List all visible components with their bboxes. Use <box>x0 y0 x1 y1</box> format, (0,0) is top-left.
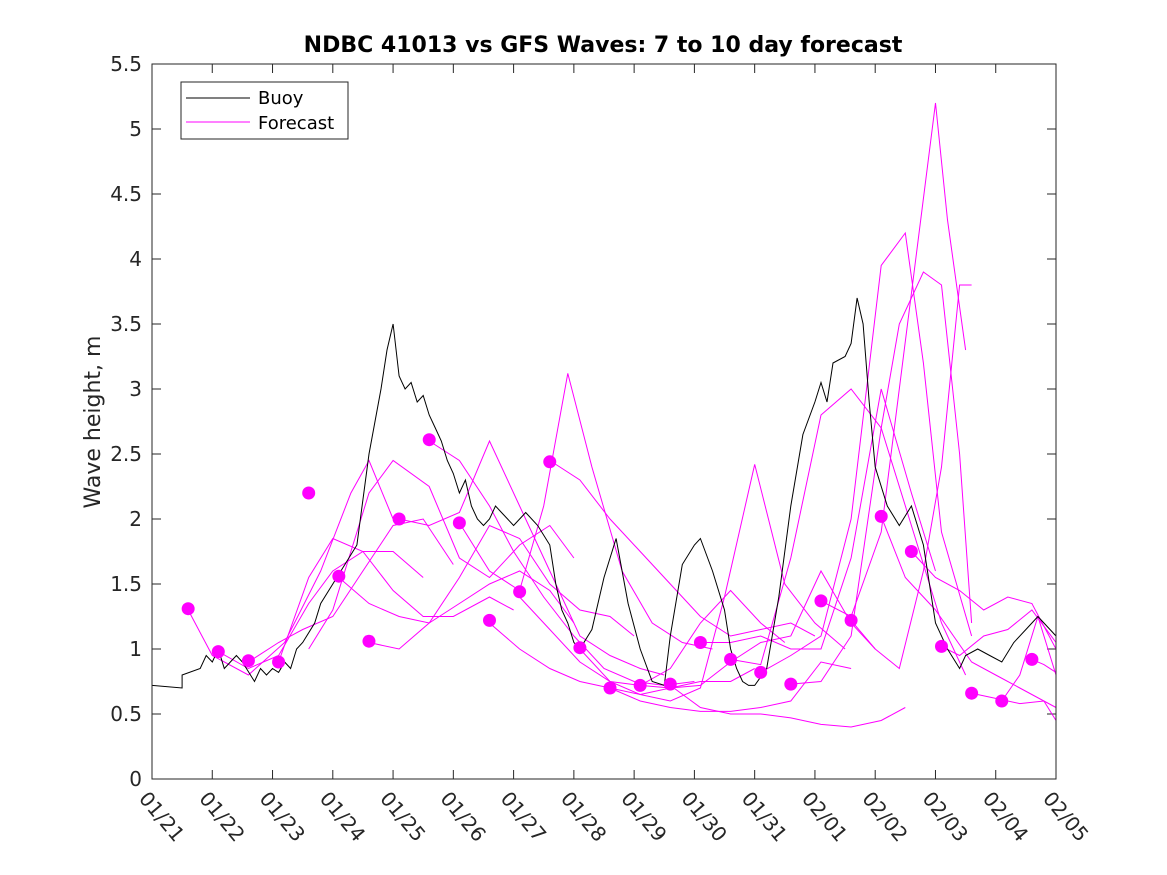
y-tick-label: 5 <box>129 117 142 141</box>
forecast-markers <box>181 433 1039 708</box>
legend-box <box>180 81 349 140</box>
forecast-marker <box>241 654 255 668</box>
forecast-marker <box>814 594 828 608</box>
forecast-marker <box>1025 652 1039 666</box>
forecast-line <box>218 551 424 670</box>
forecast-line <box>308 459 575 650</box>
forecast-marker <box>482 613 496 627</box>
forecast-marker <box>904 545 918 558</box>
forecast-line <box>760 231 973 673</box>
forecast-marker <box>392 512 406 526</box>
axes-box <box>151 63 1057 780</box>
forecast-line <box>549 460 816 637</box>
forecast-marker <box>995 694 1009 708</box>
forecast-line <box>278 537 514 663</box>
chart-title: NDBC 41013 vs GFS Waves: 7 to 10 day for… <box>304 33 903 58</box>
forecast-marker <box>211 645 225 659</box>
y-tick-label: 1 <box>129 637 142 661</box>
forecast-line <box>338 570 575 624</box>
y-tick-label: 3 <box>129 377 142 401</box>
y-axis-label: Wave height, m <box>81 336 106 509</box>
forecast-line <box>248 518 454 663</box>
forecast-marker <box>754 665 768 679</box>
forecast-line <box>941 609 1057 657</box>
forecast-marker <box>965 686 979 700</box>
forecast-line <box>489 622 755 696</box>
forecast-line <box>820 102 967 618</box>
forecast-marker <box>874 509 888 523</box>
forecast-line <box>368 524 635 650</box>
y-tick-label: 2 <box>129 507 142 531</box>
forecast-line <box>971 692 1057 721</box>
forecast-line <box>730 388 967 676</box>
forecast-line <box>911 551 1057 650</box>
forecast-line <box>640 569 876 689</box>
forecast-marker <box>422 433 436 447</box>
forecast-marker <box>693 636 707 649</box>
forecast-line <box>187 459 394 676</box>
y-tick-label: 4.5 <box>110 182 142 206</box>
legend-forecast-label: Forecast <box>258 113 334 134</box>
legend: Buoy Forecast <box>180 81 349 140</box>
forecast-marker <box>573 641 587 655</box>
forecast-line <box>428 440 695 686</box>
forecast-marker <box>724 652 738 666</box>
forecast-line <box>700 388 936 650</box>
forecast-marker <box>934 639 948 653</box>
forecast-line <box>458 373 713 650</box>
forecast-line <box>790 271 973 685</box>
forecast-marker <box>332 569 346 583</box>
y-tick-label: 1.5 <box>110 572 142 596</box>
forecast-marker <box>844 613 858 627</box>
legend-buoy-label: Buoy <box>258 88 304 109</box>
forecast-line <box>850 284 972 670</box>
plot-series-area <box>151 102 1057 728</box>
forecast-marker <box>272 655 286 669</box>
y-tick-label: 2.5 <box>110 442 142 466</box>
y-tick-label: 4 <box>129 247 142 271</box>
forecast-line <box>609 661 852 712</box>
y-tick-labels: 0 0.5 1 1.5 2 2.5 3 3.5 4 4.5 5 5.5 <box>110 52 142 791</box>
y-tick-label: 3.5 <box>110 312 142 336</box>
forecast-marker <box>633 678 647 692</box>
forecast-marker <box>603 681 617 695</box>
forecast-line <box>880 516 1057 708</box>
forecast-series <box>187 102 1057 728</box>
y-tick-label: 5.5 <box>110 52 142 76</box>
forecast-marker <box>452 516 466 530</box>
forecast-line <box>1001 614 1057 702</box>
forecast-marker <box>784 677 798 691</box>
buoy-series <box>151 297 1057 689</box>
forecast-marker <box>302 486 316 500</box>
forecast-marker <box>513 585 527 599</box>
forecast-marker <box>543 455 557 469</box>
forecast-line <box>670 684 906 728</box>
forecast-marker <box>181 602 195 616</box>
forecast-marker <box>663 677 677 691</box>
forecast-line <box>519 589 786 686</box>
y-tick-label: 0.5 <box>110 702 142 726</box>
forecast-marker <box>362 634 376 648</box>
y-tick-label: 0 <box>129 767 142 791</box>
buoy-line <box>151 297 1057 689</box>
